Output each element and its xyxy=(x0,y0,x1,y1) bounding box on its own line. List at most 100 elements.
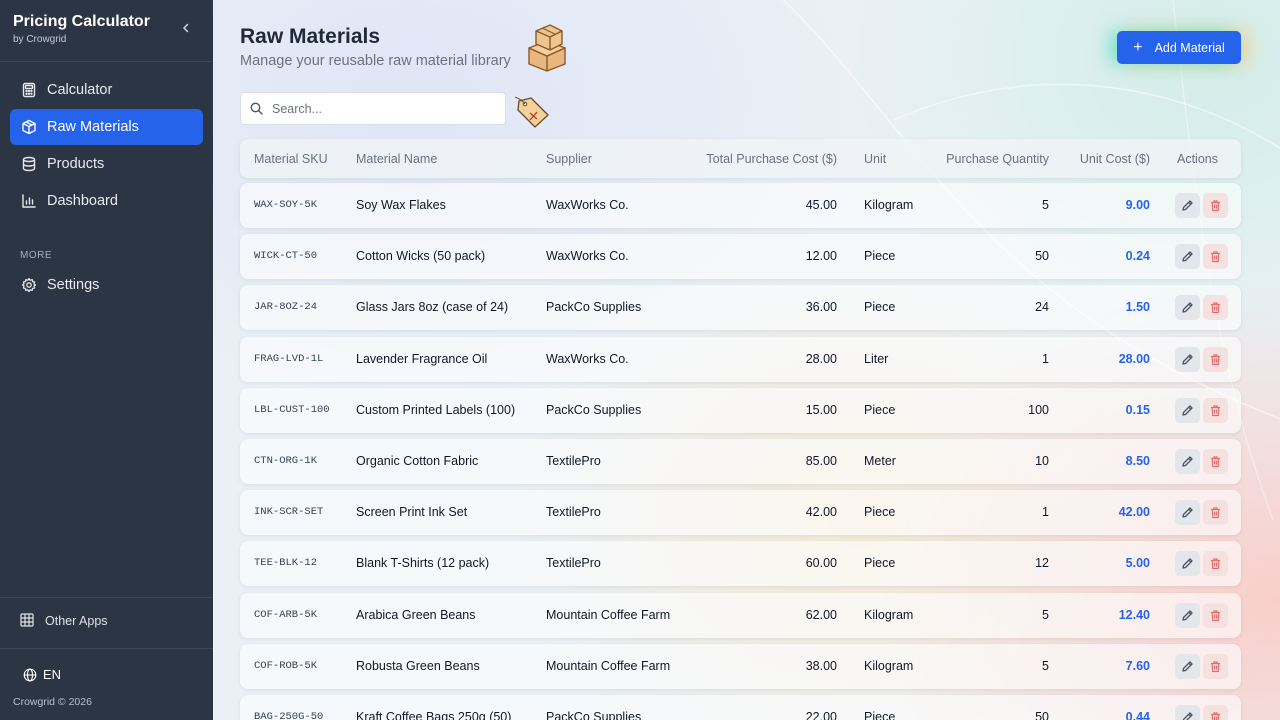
delete-button[interactable] xyxy=(1203,295,1228,321)
table-row: INK-SCR-SET Screen Print Ink Set TextilePr… xyxy=(240,490,1241,536)
unit: Kilogram xyxy=(864,658,914,673)
search-box[interactable] xyxy=(240,92,506,125)
material-sku: TEE-BLK-12 xyxy=(254,557,318,570)
total-purchase-cost: 42.00 xyxy=(805,505,837,520)
trash-icon xyxy=(1209,250,1222,263)
edit-button[interactable] xyxy=(1175,346,1200,372)
material-name: Screen Print Ink Set xyxy=(356,505,468,520)
purchase-quantity: 50 xyxy=(1035,249,1049,264)
search-input[interactable] xyxy=(272,101,492,116)
sidebar-divider xyxy=(0,648,213,649)
copyright-text: Crowgrid © 2026 xyxy=(13,696,92,708)
delete-button[interactable] xyxy=(1203,397,1228,423)
edit-button[interactable] xyxy=(1175,295,1200,321)
globe-icon xyxy=(23,668,37,682)
add-material-button[interactable]: + Add Material xyxy=(1117,31,1241,64)
unit-cost: 7.60 xyxy=(1125,658,1150,673)
grid-icon xyxy=(20,613,35,628)
sidebar-item-label: Calculator xyxy=(47,82,113,98)
column-header-supplier[interactable]: Supplier xyxy=(546,152,592,166)
material-name: Kraft Coffee Bags 250g (50) xyxy=(356,710,512,720)
edit-button[interactable] xyxy=(1175,500,1200,526)
column-header-sku[interactable]: Material SKU xyxy=(254,152,328,166)
sidebar-item-settings[interactable]: Settings xyxy=(10,267,203,303)
sidebar-item-raw-materials[interactable]: Raw Materials xyxy=(10,109,203,145)
delete-button[interactable] xyxy=(1203,244,1228,270)
edit-button[interactable] xyxy=(1175,193,1200,218)
page-subtitle: Manage your reusable raw material librar… xyxy=(240,53,511,69)
supplier: Mountain Coffee Farm xyxy=(546,607,671,622)
sidebar-item-dashboard[interactable]: Dashboard xyxy=(10,183,203,219)
supplier: PackCo Supplies xyxy=(546,710,642,720)
trash-icon xyxy=(1209,455,1222,468)
edit-button[interactable] xyxy=(1175,397,1200,423)
other-apps-link[interactable]: Other Apps xyxy=(20,613,108,628)
material-name: Lavender Fragrance Oil xyxy=(356,351,488,366)
delete-button[interactable] xyxy=(1203,346,1228,372)
add-material-label: Add Material xyxy=(1154,40,1225,55)
box-icon xyxy=(20,119,37,136)
language-selector[interactable]: EN xyxy=(23,667,61,682)
pencil-icon xyxy=(1181,353,1194,366)
delete-button[interactable] xyxy=(1203,705,1228,720)
total-purchase-cost: 12.00 xyxy=(805,249,837,264)
pencil-icon xyxy=(1181,609,1194,622)
table-row: TEE-BLK-12 Blank T-Shirts (12 pack) Textil… xyxy=(240,541,1241,587)
brand-title: Pricing Calculator xyxy=(13,13,150,30)
unit-cost: 0.15 xyxy=(1125,402,1150,417)
trash-icon xyxy=(1209,353,1222,366)
supplier: WaxWorks Co. xyxy=(546,249,629,264)
supplier: WaxWorks Co. xyxy=(546,351,629,366)
sidebar-item-label: Products xyxy=(47,156,105,172)
edit-button[interactable] xyxy=(1175,653,1200,679)
column-header-quantity[interactable]: Purchase Quantity xyxy=(946,152,1049,166)
pencil-icon xyxy=(1181,199,1194,212)
price-tag-illustration-icon xyxy=(515,96,549,128)
material-name: Glass Jars 8oz (case of 24) xyxy=(356,300,509,315)
delete-button[interactable] xyxy=(1203,653,1228,679)
unit-cost: 8.50 xyxy=(1125,454,1150,468)
supplier: TextilePro xyxy=(546,505,601,520)
total-purchase-cost: 60.00 xyxy=(805,556,837,571)
edit-button[interactable] xyxy=(1175,244,1200,270)
material-sku: COF-ROB-5K xyxy=(254,659,318,672)
sidebar-item-calculator[interactable]: Calculator xyxy=(10,72,203,108)
delete-button[interactable] xyxy=(1203,602,1228,628)
purchase-quantity: 50 xyxy=(1035,710,1049,720)
purchase-quantity: 5 xyxy=(1042,658,1049,673)
unit: Kilogram xyxy=(864,198,914,212)
total-purchase-cost: 22.00 xyxy=(805,710,837,720)
material-sku: COF-ARB-5K xyxy=(254,608,318,621)
collapse-sidebar-button[interactable] xyxy=(178,20,194,36)
unit-cost: 9.00 xyxy=(1125,198,1150,212)
total-purchase-cost: 36.00 xyxy=(805,300,837,315)
delete-button[interactable] xyxy=(1203,500,1228,526)
material-name: Robusta Green Beans xyxy=(356,658,480,673)
column-header-total-cost[interactable]: Total Purchase Cost ($) xyxy=(706,152,837,166)
table-header: Material SKU Material Name Supplier Tota… xyxy=(240,139,1241,178)
trash-icon xyxy=(1209,301,1222,314)
database-icon xyxy=(20,156,37,173)
supplier: PackCo Supplies xyxy=(546,402,642,417)
unit-cost: 1.50 xyxy=(1125,300,1150,315)
sidebar-divider xyxy=(0,61,213,62)
material-name: Custom Printed Labels (100) xyxy=(356,402,516,417)
column-header-unit[interactable]: Unit xyxy=(864,152,887,166)
column-header-name[interactable]: Material Name xyxy=(356,152,438,166)
pencil-icon xyxy=(1181,404,1194,417)
unit: Piece xyxy=(864,249,896,264)
delete-button[interactable] xyxy=(1203,193,1228,218)
unit: Liter xyxy=(864,351,889,366)
delete-button[interactable] xyxy=(1203,551,1228,577)
edit-button[interactable] xyxy=(1175,602,1200,628)
material-sku: BAG-250G-50 xyxy=(254,711,324,720)
edit-button[interactable] xyxy=(1175,449,1200,474)
main-content: Raw Materials Manage your reusable raw m… xyxy=(213,0,1280,720)
sidebar-item-products[interactable]: Products xyxy=(10,146,203,182)
pencil-icon xyxy=(1181,301,1194,314)
edit-button[interactable] xyxy=(1175,705,1200,720)
delete-button[interactable] xyxy=(1203,449,1228,474)
column-header-unit-cost[interactable]: Unit Cost ($) xyxy=(1079,152,1150,166)
edit-button[interactable] xyxy=(1175,551,1200,577)
sidebar-item-label: Settings xyxy=(47,277,100,293)
